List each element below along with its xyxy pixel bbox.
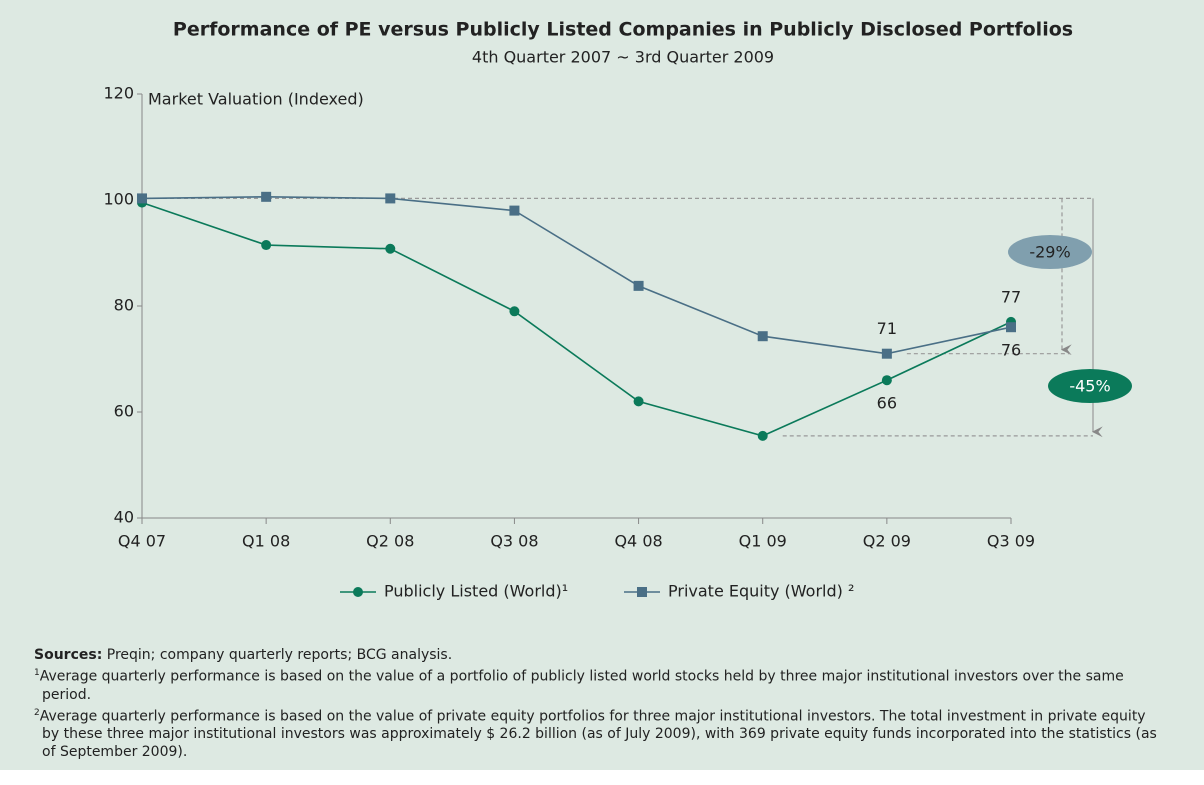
x-tick-label: Q2 08 [366,532,414,551]
point-marker [385,193,396,204]
data-label: 76 [1001,341,1021,360]
y-tick-label: 60 [114,402,134,421]
chart: Performance of PE versus Publicly Listed… [103,19,1132,601]
annotation-bubble [1048,369,1132,403]
x-tick-label: Q4 07 [118,532,166,551]
point-marker [137,193,147,204]
point-marker [261,240,272,251]
annotation-bubble [1008,235,1092,269]
footnote-marker: 1 [34,668,40,678]
series-line [141,201,1012,437]
point-marker [509,205,520,216]
y-tick-label: 120 [103,84,134,103]
point-marker [757,430,768,441]
point-marker [385,243,396,254]
legend-marker [353,587,363,597]
point-marker [881,375,892,386]
x-tick-label: Q3 08 [490,532,538,551]
legend-marker [637,587,647,597]
legend-label: Publicly Listed (World)¹ [384,582,568,601]
footnote-text: Average quarterly performance is based o… [39,668,1124,703]
chart-subtitle: 4th Quarter 2007 ~ 3rd Quarter 2009 [472,48,774,67]
point-marker [509,306,520,317]
data-label: 66 [877,394,897,413]
sources: Sources: Preqin; company quarterly repor… [34,646,1164,664]
x-tick-label: Q2 09 [863,532,911,551]
chart-title: Performance of PE versus Publicly Listed… [173,19,1073,41]
legend-label: Private Equity (World) ² [668,582,854,601]
point-marker [633,280,644,291]
point-marker [881,348,892,359]
footnote-text: Average quarterly performance is based o… [39,708,1157,761]
source-text: Preqin; company quarterly reports; BCG a… [106,647,453,663]
source-label: Sources: [34,647,103,663]
y-tick-label: 40 [114,508,134,527]
y-tick-label: 80 [114,296,134,315]
data-label: 71 [877,319,897,338]
series-line [141,196,1012,355]
notes: Sources: Preqin; company quarterly repor… [34,646,1164,761]
point-marker [633,396,644,407]
point-marker [757,331,768,342]
x-tick-label: Q4 08 [614,532,662,551]
annotation-text: -45% [1069,377,1110,396]
x-tick-label: Q3 09 [987,532,1035,551]
x-tick-label: Q1 09 [739,532,787,551]
x-tick-label: Q1 08 [242,532,290,551]
point-marker [261,191,272,202]
annotation-text: -29% [1029,243,1070,262]
footnote-marker: 2 [34,707,40,718]
y-tick-label: 100 [103,190,134,209]
footnote: 1Average quarterly performance is based … [34,664,1164,704]
footnote: 2Average quarterly performance is based … [34,704,1164,762]
point-marker [1006,322,1016,333]
y-axis-label: Market Valuation (Indexed) [148,90,364,109]
data-label: 77 [1001,287,1021,306]
